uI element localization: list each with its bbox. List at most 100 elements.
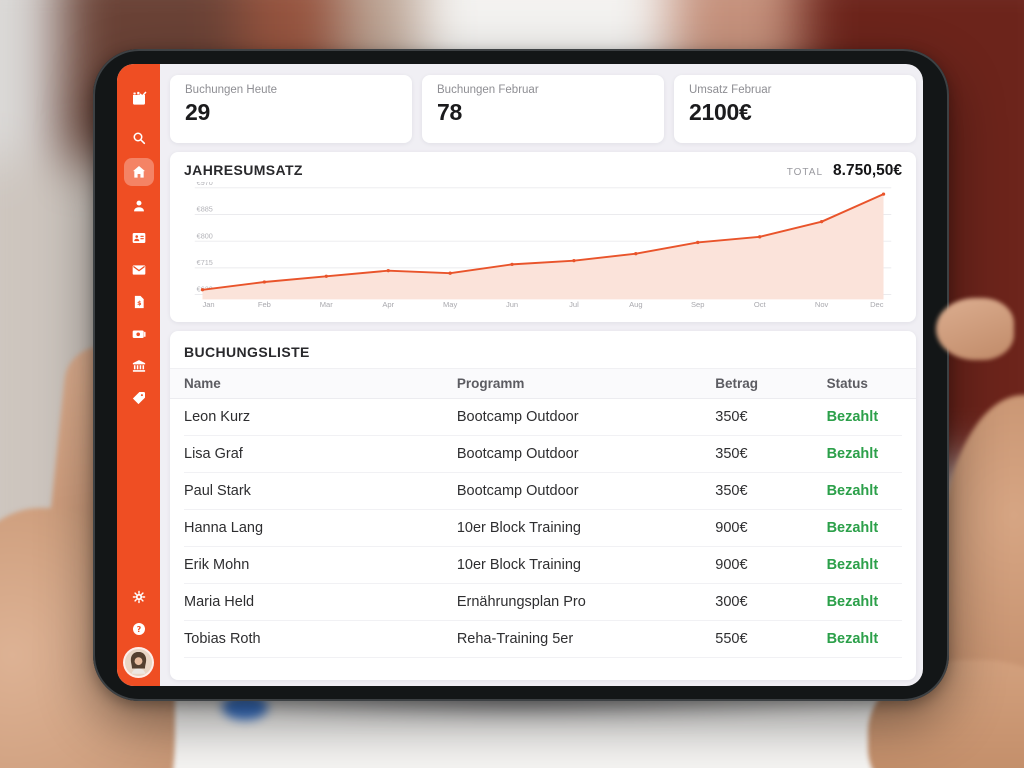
table-row[interactable]: Lisa Graf Bootcamp Outdoor 350€ Bezahlt — [184, 436, 902, 473]
status-badge: Bezahlt — [826, 446, 879, 462]
cell-name: Leon Kurz — [184, 409, 251, 425]
table-body: Leon Kurz Bootcamp Outdoor 350€ Bezahlt Lisa… — [184, 399, 902, 658]
sidebar-item-mail[interactable] — [127, 258, 151, 282]
cell-programm: Reha-Training 5er — [456, 631, 574, 647]
cell-programm: Bootcamp Outdoor — [456, 483, 579, 499]
table-row[interactable]: Leon Kurz Bootcamp Outdoor 350€ Bezahlt — [184, 399, 902, 436]
chart-title: JAHRESUMSATZ — [184, 162, 303, 178]
stat-label: Buchungen Heute — [185, 84, 278, 96]
money-icon — [131, 326, 147, 342]
sidebar-item-invoice[interactable]: $ — [127, 290, 151, 314]
main-content: Buchungen Heute 29 Buchungen Februar 78 Umsa… — [160, 64, 923, 686]
cell-name: Hanna Lang — [184, 520, 264, 536]
contacts-icon — [131, 230, 147, 246]
table-row[interactable]: Erik Mohn 10er Block Training 900€ Bezahlt — [184, 547, 902, 584]
sidebar-item-logo-calendar[interactable] — [127, 86, 151, 110]
column-header-status: Status — [826, 376, 868, 391]
sidebar-item-settings-gear[interactable] — [127, 585, 151, 609]
svg-text:Feb: Feb — [258, 300, 271, 309]
status-badge: Bezahlt — [826, 557, 879, 573]
cell-name: Tobias Roth — [184, 631, 261, 647]
stat-value: 29 — [185, 99, 210, 125]
person-icon — [131, 198, 147, 214]
svg-text:€885: €885 — [197, 205, 213, 214]
cell-programm: Ernährungsplan Pro — [456, 594, 586, 610]
cell-programm: Bootcamp Outdoor — [456, 446, 579, 462]
cell-betrag: 350€ — [715, 446, 748, 462]
sidebar-item-search[interactable] — [127, 126, 151, 150]
logo-calendar-icon — [130, 89, 148, 107]
table-row[interactable]: Hanna Lang 10er Block Training 900€ Bezahlt — [184, 510, 902, 547]
cell-betrag: 350€ — [715, 409, 748, 425]
svg-text:Apr: Apr — [382, 300, 394, 309]
cell-betrag: 550€ — [715, 631, 748, 647]
svg-text:Sep: Sep — [691, 300, 704, 309]
status-badge: Bezahlt — [826, 483, 879, 499]
tablet-device: $? Buchungen Heute 29 Buchungen Februar 78 U… — [93, 49, 949, 701]
status-badge: Bezahlt — [826, 631, 879, 647]
cell-betrag: 350€ — [715, 483, 748, 499]
cell-betrag: 900€ — [715, 520, 748, 536]
table-row[interactable]: Tobias Roth Reha-Training 5er 550€ Bezahlt — [184, 621, 902, 658]
cell-programm: 10er Block Training — [456, 520, 581, 536]
cell-name: Maria Held — [184, 594, 255, 610]
sidebar-item-home[interactable] — [123, 158, 154, 186]
svg-text:Aug: Aug — [629, 300, 642, 309]
stat-value: 2100€ — [689, 99, 752, 125]
svg-text:Jun: Jun — [506, 300, 518, 309]
cell-name: Lisa Graf — [184, 446, 243, 462]
bookings-title: BUCHUNGSLISTE — [184, 344, 310, 360]
sidebar-item-money[interactable] — [127, 322, 151, 346]
sidebar-item-person[interactable] — [127, 194, 151, 218]
sidebar: $? — [117, 64, 160, 686]
svg-text:May: May — [443, 300, 457, 309]
invoice-icon: $ — [131, 294, 147, 310]
total-value: 8.750,50€ — [833, 162, 902, 179]
sidebar-item-user-avatar[interactable] — [125, 649, 152, 676]
sidebar-item-contacts[interactable] — [127, 226, 151, 250]
bank-icon — [131, 358, 147, 374]
stat-label: Umsatz Februar — [689, 84, 772, 96]
stat-value: 78 — [437, 99, 462, 125]
svg-text:Jul: Jul — [569, 300, 579, 309]
cell-name: Paul Stark — [184, 483, 251, 499]
table-header-row: Name Programm Betrag Status — [170, 368, 916, 399]
svg-text:Oct: Oct — [754, 300, 767, 309]
sidebar-item-bank[interactable] — [127, 354, 151, 378]
status-badge: Bezahlt — [826, 520, 879, 536]
svg-text:$: $ — [137, 300, 141, 307]
svg-text:?: ? — [136, 625, 141, 634]
status-badge: Bezahlt — [826, 409, 879, 425]
stat-card: Buchungen Februar 78 — [422, 75, 664, 143]
svg-text:Mar: Mar — [320, 300, 333, 309]
svg-text:Nov: Nov — [815, 300, 829, 309]
cell-programm: 10er Block Training — [456, 557, 581, 573]
sidebar-item-tag[interactable] — [127, 386, 151, 410]
column-header-betrag: Betrag — [715, 376, 759, 391]
chart-header: JAHRESUMSATZ TOTAL 8.750,50€ — [184, 162, 902, 180]
cell-betrag: 300€ — [715, 594, 748, 610]
table-row[interactable]: Maria Held Ernährungsplan Pro 300€ Bezahlt — [184, 584, 902, 621]
svg-text:Jan: Jan — [202, 300, 214, 309]
app-screen: $? Buchungen Heute 29 Buchungen Februar 78 U… — [117, 64, 923, 686]
sidebar-item-help[interactable]: ? — [127, 617, 151, 641]
chart-total: TOTAL 8.750,50€ — [787, 162, 902, 180]
settings-gear-icon — [131, 589, 147, 605]
cell-programm: Bootcamp Outdoor — [456, 409, 579, 425]
cell-name: Erik Mohn — [184, 557, 250, 573]
svg-text:Dec: Dec — [870, 300, 884, 309]
status-badge: Bezahlt — [826, 594, 879, 610]
table-row[interactable]: Paul Stark Bootcamp Outdoor 350€ Bezahlt — [184, 473, 902, 510]
cell-betrag: 900€ — [715, 557, 748, 573]
stat-card: Buchungen Heute 29 — [170, 75, 412, 143]
stat-label: Buchungen Februar — [437, 84, 539, 96]
home-icon — [131, 164, 147, 180]
mail-icon — [131, 262, 147, 278]
total-label: TOTAL — [786, 167, 824, 178]
tag-icon — [131, 390, 147, 406]
stats-row: Buchungen Heute 29 Buchungen Februar 78 Umsa… — [170, 75, 916, 143]
svg-text:€800: €800 — [197, 231, 213, 240]
column-header-programm: Programm — [456, 376, 525, 391]
